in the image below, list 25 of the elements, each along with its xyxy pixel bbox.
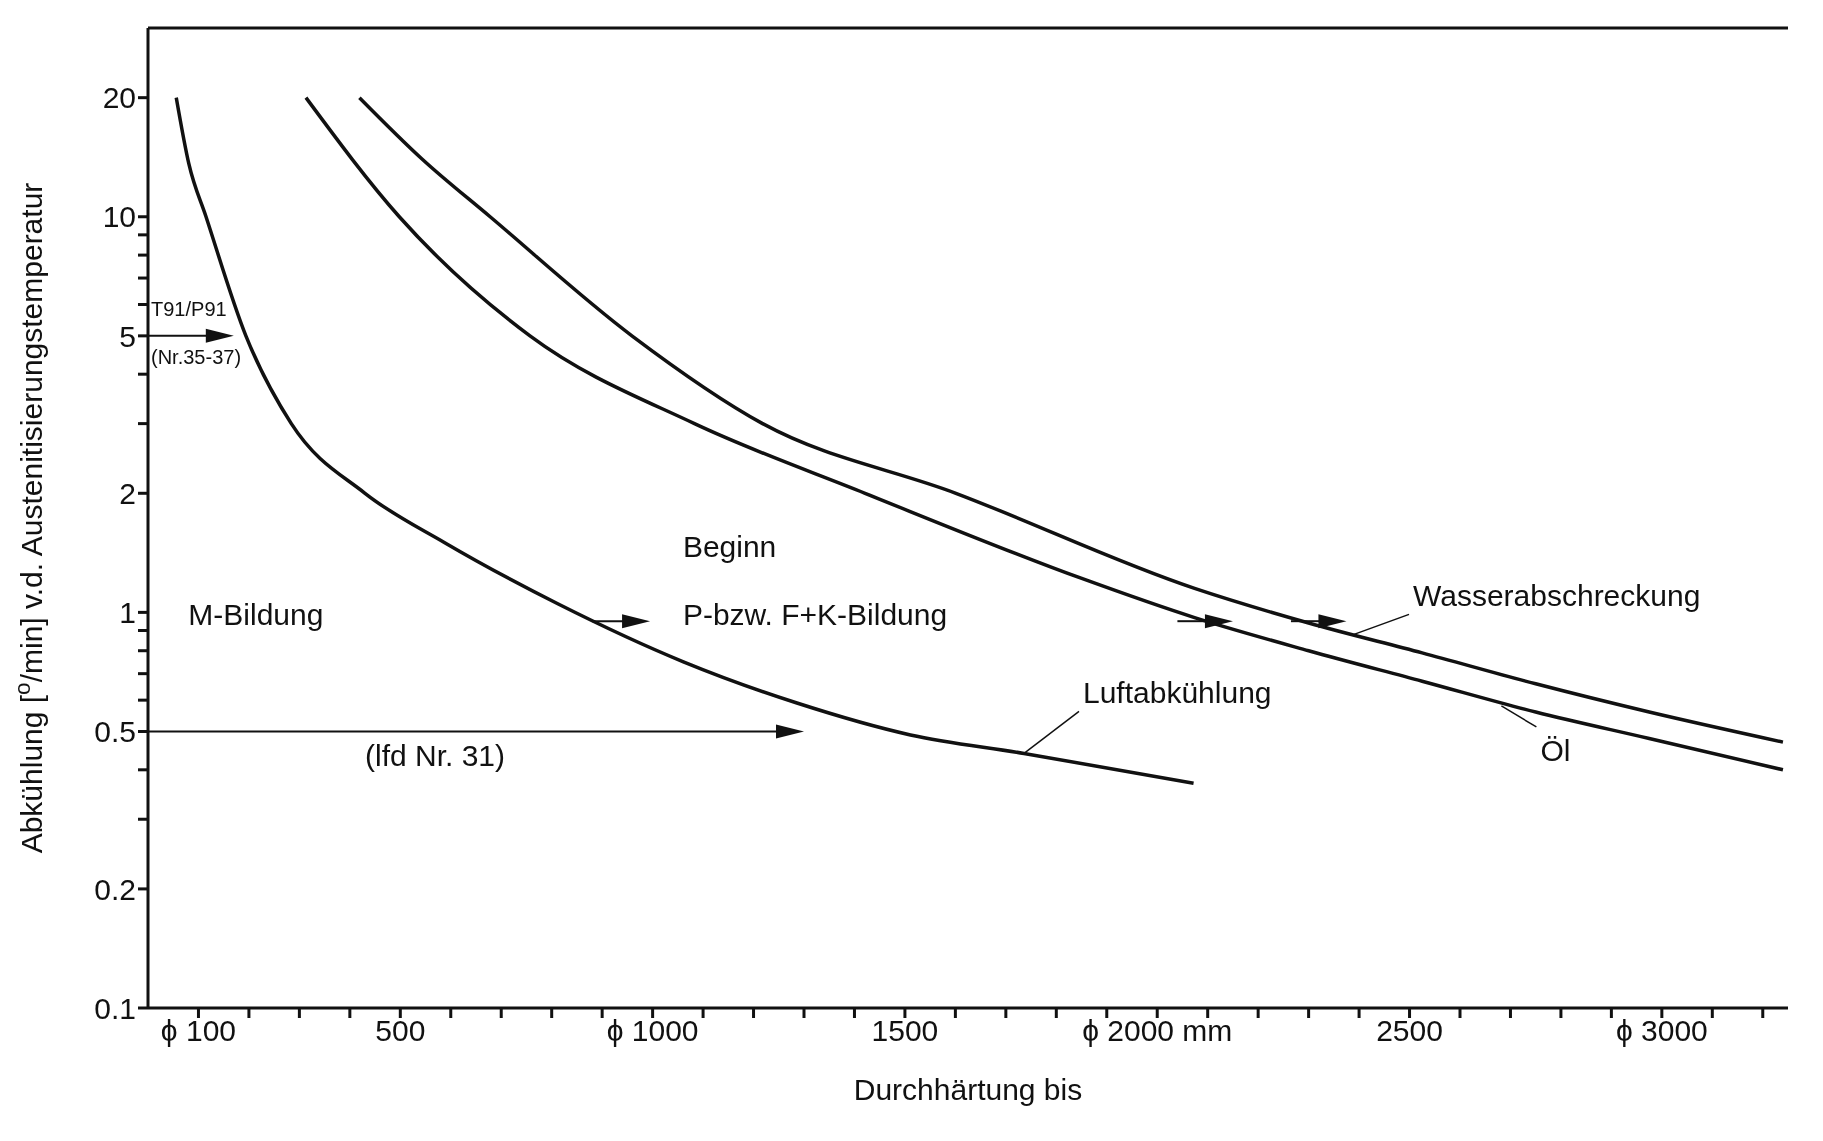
- annotation: Beginn: [682, 530, 777, 564]
- annotation: (lfd Nr. 31): [364, 738, 506, 772]
- y-tick-label: 1: [119, 596, 136, 630]
- x-axis-title: Durchhärtung bis: [853, 1073, 1083, 1106]
- annotation: T91/P91: [151, 298, 227, 321]
- x-tick-label: ϕ 3000: [1615, 1014, 1708, 1048]
- annotation: P-bzw. F+K-Bildung: [682, 597, 948, 631]
- x-tick-label: 2500: [1376, 1014, 1443, 1048]
- y-tick-label: 20: [102, 81, 136, 115]
- y-tick-label: 0.1: [94, 991, 136, 1025]
- annotation: Öl: [1540, 733, 1571, 767]
- annotation: Luftabkühlung: [1083, 676, 1272, 710]
- y-tick-label: 5: [119, 319, 136, 353]
- annotation: M-Bildung: [188, 597, 324, 631]
- x-tick-label: 1500: [871, 1014, 939, 1048]
- x-tick-label: ϕ 100: [160, 1014, 237, 1048]
- x-tick-label: ϕ 2000 mm: [1082, 1014, 1233, 1048]
- y-tick-label: 0.2: [94, 872, 136, 906]
- y-tick-label: 2: [119, 476, 136, 510]
- x-tick-label: 500: [375, 1014, 426, 1048]
- y-tick-label: 0.5: [94, 715, 136, 749]
- annotation: (Nr.35-37): [151, 345, 242, 368]
- annotation: Wasserabschreckung: [1413, 579, 1701, 613]
- x-tick-label: ϕ 1000: [606, 1014, 699, 1048]
- y-tick-label: 10: [102, 200, 136, 234]
